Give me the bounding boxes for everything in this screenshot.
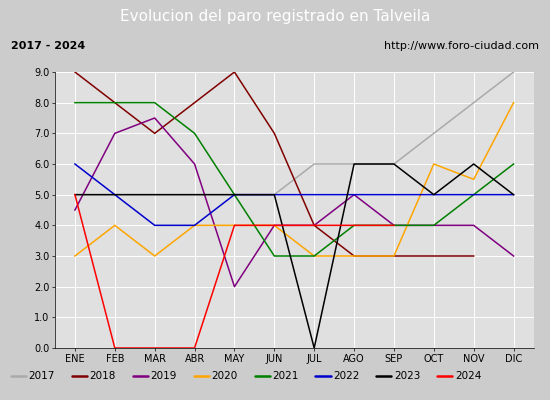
Text: Evolucion del paro registrado en Talveila: Evolucion del paro registrado en Talveil… (120, 10, 430, 24)
Text: 2020: 2020 (211, 371, 238, 381)
Text: 2017 - 2024: 2017 - 2024 (11, 41, 85, 51)
Text: 2018: 2018 (90, 371, 116, 381)
Text: 2022: 2022 (333, 371, 360, 381)
Text: 2017: 2017 (29, 371, 55, 381)
Text: 2024: 2024 (455, 371, 481, 381)
Text: http://www.foro-ciudad.com: http://www.foro-ciudad.com (384, 41, 539, 51)
Text: 2019: 2019 (151, 371, 177, 381)
Text: 2021: 2021 (272, 371, 299, 381)
Text: 2023: 2023 (394, 371, 421, 381)
